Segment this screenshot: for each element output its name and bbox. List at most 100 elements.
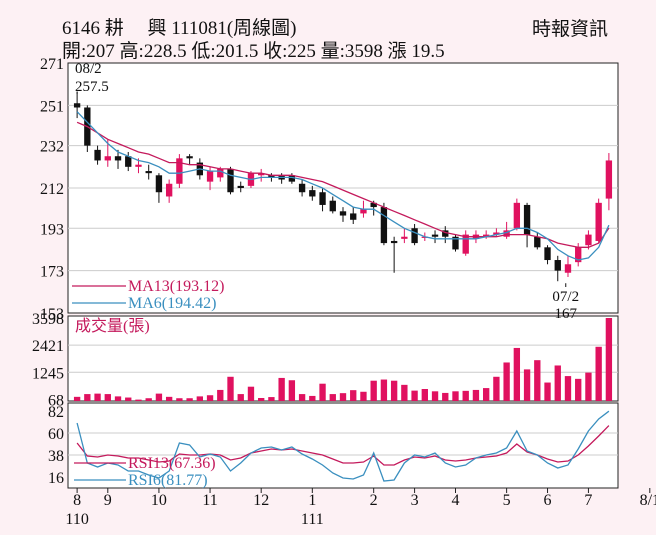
candle-body (268, 175, 275, 178)
candle-body (350, 213, 357, 220)
volume-bar (135, 399, 142, 401)
candle-body (73, 103, 81, 108)
candle-body (319, 192, 326, 205)
volume-bar (247, 386, 255, 401)
volume-bar (288, 380, 296, 401)
candle-body (114, 156, 122, 161)
x-year-label: 110 (65, 511, 88, 528)
candle-body (217, 168, 224, 178)
volume-bar (390, 380, 398, 401)
candle-body (564, 264, 572, 273)
close-label: 收: (263, 41, 288, 62)
x-tick-label: 10 (151, 492, 167, 509)
x-tick-label: 7 (584, 492, 592, 509)
candle-body (370, 202, 377, 208)
candle-body (258, 173, 265, 176)
candle-body (227, 168, 234, 193)
low-annotation-date: 07/2 (552, 289, 579, 305)
candle-body (339, 211, 347, 216)
volume-bar (421, 389, 428, 401)
volume-bar (431, 391, 439, 401)
candle-body (135, 164, 142, 167)
candle-body (585, 234, 592, 246)
volume-bar (268, 397, 275, 401)
x-tick-label: 4 (451, 492, 459, 509)
panel-frame-2 (67, 402, 619, 489)
volume-bar (350, 390, 357, 401)
close-value: 225 (287, 41, 316, 62)
volume-bar (493, 376, 500, 401)
price-tick-label: 251 (40, 98, 64, 115)
rsi-tick-label: 38 (48, 448, 64, 465)
volume-label: 量: (320, 41, 345, 62)
low-annotation-value: 167 (555, 306, 578, 322)
chart-title: 6146 耕 興 111081(周線圖) (62, 18, 297, 39)
rsi13-line (76, 425, 610, 466)
x-tick-label: 2 (370, 492, 378, 509)
volume-bar (564, 376, 572, 401)
volume-axis-label: 成交量(張) (75, 317, 150, 335)
price-tick-label: 212 (40, 181, 64, 198)
candle-body (534, 236, 541, 248)
volume-bar (503, 362, 510, 401)
volume-bar (145, 398, 152, 401)
volume-bar (370, 380, 377, 401)
volume-bar (227, 376, 234, 401)
volume-bar (544, 382, 551, 401)
high-label: 高: (119, 41, 144, 62)
volume-bar (278, 377, 285, 401)
x-tick-label: 6 (544, 492, 552, 509)
volume-bar (523, 369, 531, 401)
volume-bar (94, 393, 101, 401)
volume-bar (360, 391, 367, 401)
x-year-label: 111 (301, 511, 324, 528)
volume-bar (513, 347, 521, 401)
candle-body (390, 240, 398, 244)
candle-body (482, 234, 490, 237)
candle-body (452, 236, 459, 250)
volume-bar (309, 395, 316, 401)
ma-legend-label: MA13(193.12) (128, 278, 224, 295)
price-tick-label: 232 (40, 139, 64, 156)
x-tick-label: 3 (411, 492, 419, 509)
ohlc-summary: 開:207 高:228.5 低:201.5 收:225 量:3598 漲 19.… (62, 36, 445, 63)
low-value: 201.5 (215, 41, 259, 62)
volume-bar (155, 393, 163, 401)
rsi-tick-label: 60 (48, 426, 64, 443)
volume-bar (237, 394, 244, 401)
volume-bar (298, 394, 306, 401)
candle-body (493, 232, 500, 235)
volume-bar (452, 391, 459, 401)
volume-bar (196, 396, 204, 401)
candle-body (380, 207, 388, 244)
volume-bar (165, 396, 173, 401)
candle-body (298, 183, 306, 193)
volume-bar (605, 318, 613, 401)
candle-body (125, 156, 132, 167)
volume-bar (472, 389, 480, 401)
volume-bar (186, 398, 193, 401)
x-tick-label: 5 (503, 492, 511, 509)
candle-body (605, 160, 613, 199)
open-value: 207 (86, 41, 115, 62)
high-annotation-value: 257.5 (75, 79, 109, 95)
volume-bar (206, 395, 214, 401)
change-value: 19.5 (411, 41, 445, 62)
volume-bar (258, 398, 265, 401)
volume-bar (554, 365, 561, 401)
volume-bar (575, 378, 582, 401)
candle-body (462, 234, 469, 254)
candle-body (186, 156, 193, 159)
candle-body (503, 230, 510, 237)
price-tick-label: 193 (40, 221, 64, 238)
price-tick-label: 153 (40, 306, 64, 323)
volume-bar (462, 390, 469, 401)
change-label: 漲 (387, 41, 407, 62)
volume-bar (176, 398, 183, 401)
volume-bar (595, 346, 602, 401)
candle-body (544, 247, 551, 261)
volume-bar (380, 379, 388, 401)
price-tick-label: 271 (40, 56, 64, 73)
x-tick-label: 8/1 (640, 492, 656, 509)
